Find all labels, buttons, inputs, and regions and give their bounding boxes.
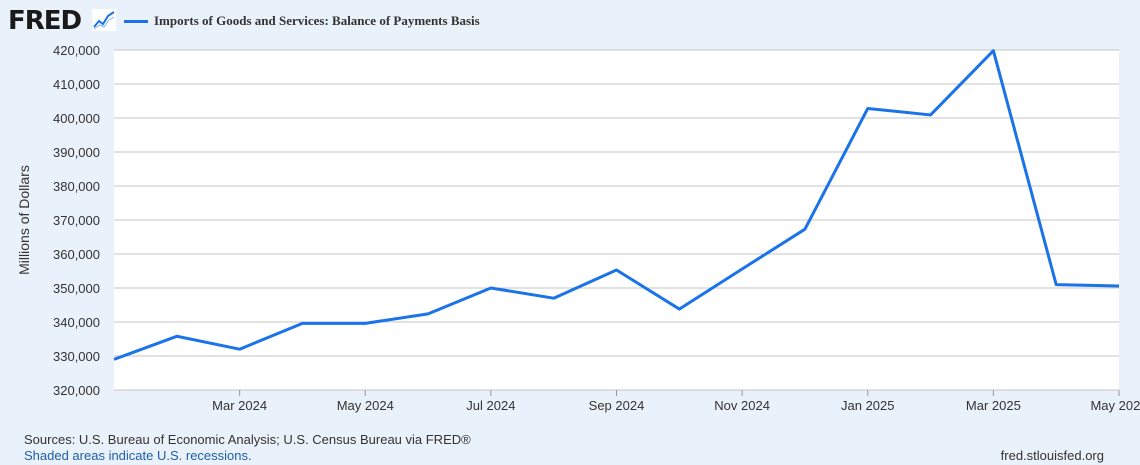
x-tick-label: May 2025 [1090,398,1140,413]
legend-swatch [124,20,148,23]
y-tick-label: 360,000 [53,247,100,262]
legend-series-label: Imports of Goods and Services: Balance o… [154,13,480,28]
y-tick-label: 340,000 [53,315,100,330]
x-tick-label: Mar 2025 [966,398,1021,413]
trend-line-icon [92,9,116,31]
y-tick-label: 350,000 [53,281,100,296]
sources-text: Sources: U.S. Bureau of Economic Analysi… [24,432,471,447]
fred-logo[interactable]: FRED [8,6,82,36]
sources-note: Sources: U.S. Bureau of Economic Analysi… [24,432,471,464]
line-chart[interactable]: 320,000 330,000 340,000 350,000 360,000 370,0… [0,0,1140,430]
y-tick-label: 390,000 [53,145,100,160]
x-tick-label: May 2024 [337,398,394,413]
x-tick-label: Nov 2024 [714,398,770,413]
x-tick-label: Mar 2024 [212,398,267,413]
y-tick-label: 420,000 [53,43,100,58]
x-tick-label: Jan 2025 [841,398,895,413]
x-tick-label: Jul 2024 [466,398,515,413]
x-tick-label: Sep 2024 [589,398,645,413]
y-tick-label: 380,000 [53,179,100,194]
y-tick-label: 410,000 [53,77,100,92]
recession-link[interactable]: Shaded areas indicate U.S. recessions. [24,448,252,463]
site-url[interactable]: fred.stlouisfed.org [1000,448,1104,463]
y-tick-label: 330,000 [53,349,100,364]
chart-header: FRED Imports of Goods and Services: Bala… [0,0,1140,40]
y-tick-label: 370,000 [53,213,100,228]
y-tick-label: 320,000 [53,383,100,398]
y-tick-label: 400,000 [53,111,100,126]
